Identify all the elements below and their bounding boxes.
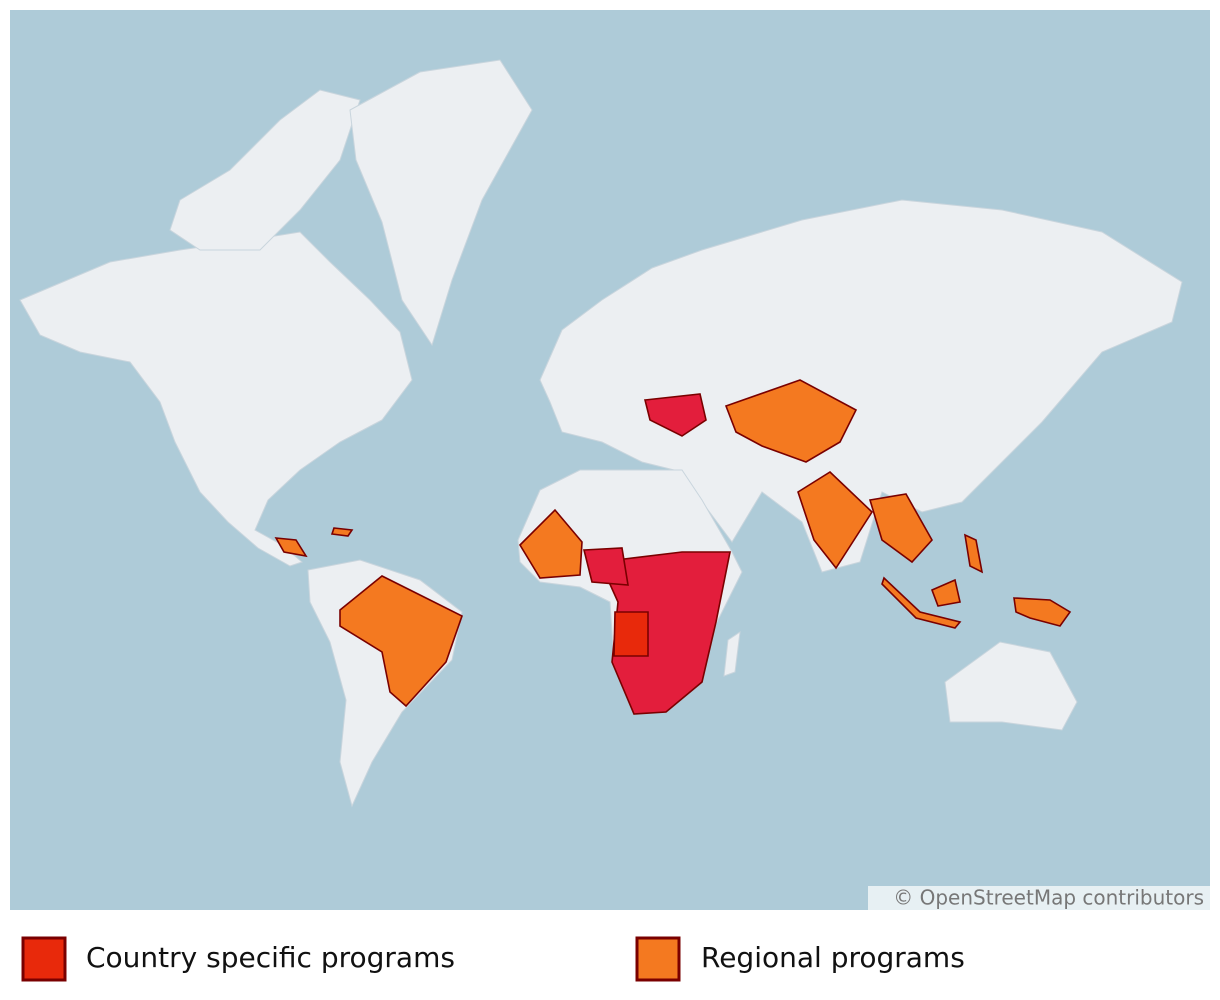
attribution-bg: [868, 886, 1210, 910]
eurasia: [539, 199, 1183, 573]
attribution: © OpenStreetMap contributors: [893, 886, 1204, 910]
india: [797, 470, 874, 570]
west-africa: [518, 508, 583, 579]
papua: [1013, 597, 1072, 627]
greenland: [349, 59, 533, 347]
central-america: [274, 537, 308, 558]
north-america: [19, 231, 413, 567]
philippines: [963, 533, 984, 574]
ukraine: [644, 393, 707, 437]
arctic-islands: [169, 89, 361, 251]
angola: [613, 611, 649, 657]
legend-label: Regional programs: [701, 941, 965, 974]
west-africa-country: [582, 547, 629, 586]
indonesia: [881, 576, 962, 629]
central-asia: [724, 379, 858, 463]
program-countries: [274, 379, 1072, 715]
madagascar: [723, 630, 741, 677]
caribbean: [330, 527, 354, 537]
legend-swatch: [21, 936, 67, 982]
australia: [944, 641, 1078, 731]
southeast-asia: [868, 493, 933, 564]
legend-label: Country specific programs: [86, 941, 455, 974]
brazil: [339, 575, 463, 708]
legend-swatch: [635, 936, 681, 982]
